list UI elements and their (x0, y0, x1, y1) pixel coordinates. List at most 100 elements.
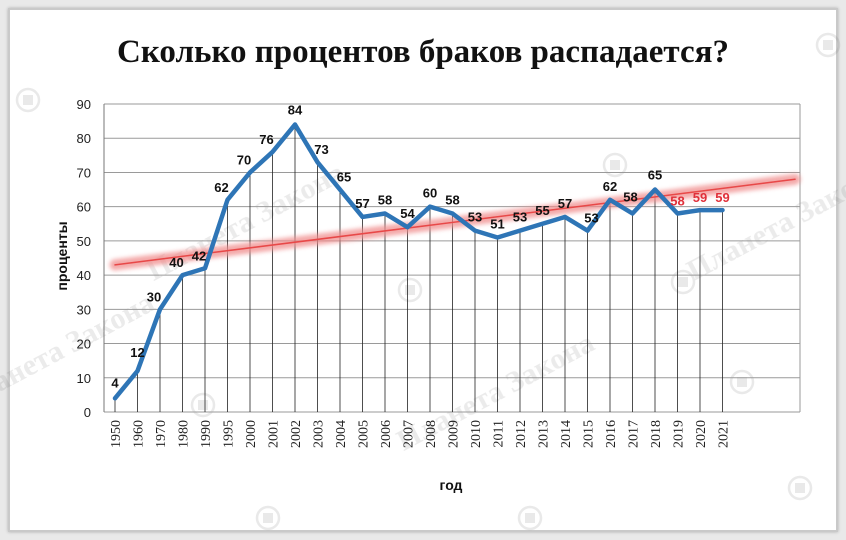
x-tick-label: 2018 (649, 420, 664, 448)
data-label: 58 (623, 190, 637, 205)
x-tick-label: 2010 (469, 420, 484, 448)
data-point (293, 123, 297, 127)
data-label: 62 (214, 180, 228, 195)
data-point (226, 198, 229, 202)
y-tick-label: 40 (77, 268, 91, 283)
data-label: 65 (648, 168, 662, 183)
data-label: 76 (259, 132, 273, 147)
x-tick-label: 2021 (717, 420, 732, 448)
data-point (248, 170, 252, 174)
axes: 0 10 20 30 40 50 60 70 80 90 1950 1960 1970 1980 1990 1… (77, 97, 732, 448)
data-point (158, 307, 162, 311)
x-tick-label: 1950 (109, 420, 124, 448)
x-tick-label: 2014 (559, 420, 574, 448)
x-tick-label: 2001 (267, 420, 282, 448)
x-tick-label: 2009 (447, 420, 462, 448)
x-tick-label: 1980 (177, 420, 192, 448)
y-tick-label: 70 (77, 165, 91, 180)
watermark-logo-icon (255, 505, 281, 531)
x-axis-label: год (440, 477, 463, 493)
watermark-logo-icon (602, 152, 628, 178)
data-point (428, 205, 432, 209)
data-label: 59 (715, 190, 729, 205)
data-point (181, 273, 184, 277)
data-label: 40 (169, 255, 183, 270)
watermark-logo-icon (729, 369, 755, 395)
data-label: 57 (355, 196, 369, 211)
data-label: 65 (337, 170, 351, 185)
data-label: 54 (400, 206, 415, 221)
data-point (653, 188, 657, 192)
data-point (586, 229, 589, 233)
data-point (136, 369, 139, 373)
x-tick-label: 1995 (222, 420, 237, 448)
data-label: 59 (693, 190, 707, 205)
data-label: 58 (670, 194, 684, 209)
data-point (541, 222, 544, 226)
data-label: 53 (468, 210, 482, 225)
data-label: 53 (513, 210, 527, 225)
watermark-logo-icon (670, 269, 696, 295)
data-label: 57 (558, 196, 572, 211)
data-label: 55 (535, 203, 549, 218)
data-point (608, 198, 612, 202)
y-tick-label: 30 (77, 302, 91, 317)
x-tick-label: 2004 (334, 420, 349, 448)
data-point (563, 215, 567, 219)
chart-title: Сколько процентов браков распадается? (117, 34, 729, 70)
data-point (473, 229, 477, 233)
y-tick-label: 80 (77, 131, 91, 146)
data-point (113, 396, 117, 400)
data-label: 73 (314, 142, 328, 157)
x-tick-label: 2016 (604, 420, 619, 448)
y-tick-label: 20 (77, 337, 91, 352)
data-point (383, 212, 387, 216)
x-tick-label: 2008 (424, 420, 439, 448)
watermark-logo-icon (517, 505, 543, 531)
x-tick-label: 2006 (379, 420, 394, 448)
data-point (496, 235, 499, 239)
data-label: 53 (584, 211, 598, 226)
data-label: 12 (130, 345, 144, 360)
data-label: 84 (288, 103, 303, 118)
x-tick-label: 2003 (312, 420, 327, 448)
data-point (451, 212, 454, 216)
watermark-text: Планета Закона (681, 156, 846, 288)
data-label: 58 (445, 193, 459, 208)
x-tick-label: 2002 (289, 420, 304, 448)
data-labels: 4 12 30 40 42 62 70 76 84 73 65 57 58 54 60 58 53 51 53 55 5… (111, 103, 729, 391)
trendline-line (114, 178, 796, 266)
x-tick-label: 2013 (537, 420, 552, 448)
x-tick-label: 1960 (132, 420, 147, 448)
data-label: 60 (423, 186, 437, 201)
data-point (338, 188, 342, 192)
y-tick-label: 50 (77, 234, 91, 249)
data-point (721, 208, 724, 212)
x-tick-label: 2015 (582, 420, 597, 448)
data-label: 70 (237, 152, 251, 167)
data-point (518, 229, 522, 233)
data-label: 51 (490, 216, 504, 231)
data-point (203, 266, 207, 270)
series-polyline (112, 122, 725, 401)
trendline (109, 173, 801, 271)
data-point (698, 208, 702, 212)
y-tick-label: 10 (77, 371, 91, 386)
data-label: 42 (192, 248, 206, 263)
x-tick-label: 1990 (199, 420, 214, 448)
x-tick-label: 2012 (514, 420, 529, 448)
data-point (631, 212, 634, 216)
x-tick-label: 2019 (672, 420, 687, 448)
series-line (112, 122, 725, 401)
grid (103, 103, 801, 413)
data-label: 4 (111, 375, 119, 390)
data-label: 30 (147, 289, 161, 304)
watermark-logo-icon (815, 32, 841, 58)
watermark-logo-icon (397, 277, 423, 303)
y-tick-label: 90 (77, 97, 91, 112)
x-tick-label: 2020 (694, 420, 709, 448)
watermark-logo-icon (787, 475, 813, 501)
watermark-logo-icon (190, 392, 216, 418)
